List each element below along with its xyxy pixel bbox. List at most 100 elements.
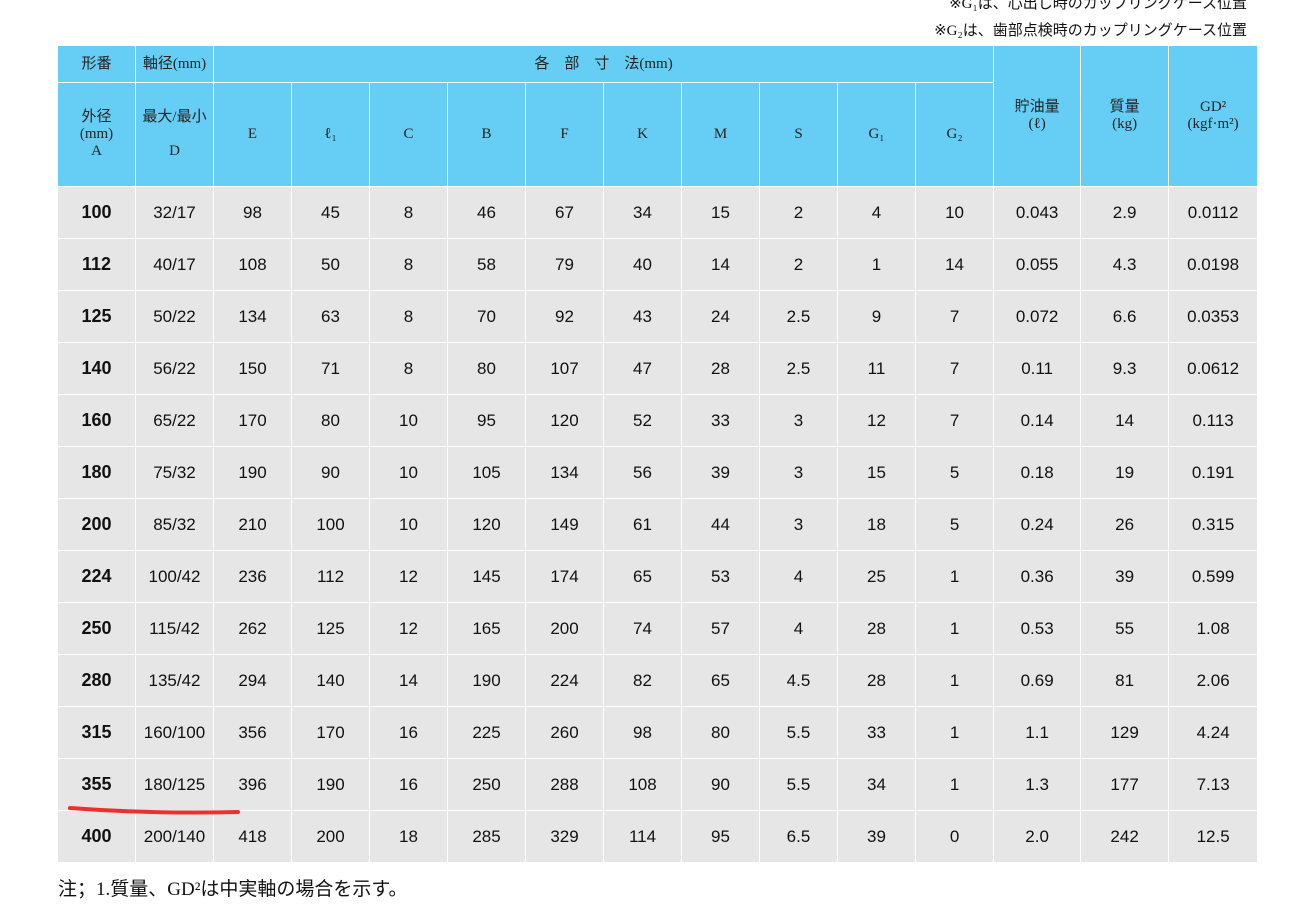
table-cell: 160/100 (135, 706, 214, 759)
table-cell: 0.0112 (1168, 186, 1259, 239)
table-cell: 47 (603, 342, 682, 395)
model-cell: 315 (57, 706, 136, 759)
table-cell: 0.315 (1168, 498, 1259, 551)
header-cell: GD² (kgf·m²) (1168, 45, 1259, 187)
table-cell: 2.0 (993, 810, 1082, 863)
table-cell: 80 (681, 706, 760, 759)
header-cell: G₂ (914, 82, 995, 187)
table-cell: 0.53 (993, 602, 1082, 655)
table-cell: 18 (369, 810, 448, 863)
table-cell: 4.24 (1168, 706, 1259, 759)
table-cell: 63 (291, 290, 370, 343)
header-cell: B (447, 82, 526, 187)
table-cell: 190 (291, 758, 370, 811)
table-cell: 8 (369, 238, 448, 291)
model-cell: 112 (57, 238, 136, 291)
table-cell: 129 (1080, 706, 1170, 759)
table-cell: 135/42 (135, 654, 214, 707)
table-cell: 82 (603, 654, 682, 707)
table-cell: 224 (525, 654, 604, 707)
header-cell: K (603, 82, 682, 187)
table-cell: 58 (447, 238, 526, 291)
table-cell: 28 (837, 602, 916, 655)
table-cell: 7 (914, 290, 995, 343)
table-cell: 0.0612 (1168, 342, 1259, 395)
table-cell: 100/42 (135, 550, 214, 603)
table-header: 形番 軸径(mm) 各 部 寸 法(mm) 貯油量 (ℓ) 質量 (kg) GD² (kg… (57, 45, 1259, 187)
model-cell: 160 (57, 394, 136, 447)
table-row: 280 135/42 294 140 14 190 224 82 65 4.5 28 1 0.69 81 2… (57, 654, 1259, 707)
model-cell: 224 (57, 550, 136, 603)
table-cell: 0.14 (993, 394, 1082, 447)
table-cell: 0.191 (1168, 446, 1259, 499)
table-cell: 210 (213, 498, 292, 551)
table-cell: 285 (447, 810, 526, 863)
table-row: 180 75/32 190 90 10 105 134 56 39 3 15 5 0.18 19 0.191 (57, 446, 1259, 499)
table-cell: 1 (837, 238, 916, 291)
table-cell: 225 (447, 706, 526, 759)
table-cell: 33 (681, 394, 760, 447)
table-cell: 294 (213, 654, 292, 707)
table-cell: 55 (1080, 602, 1170, 655)
table-body: 100 32/17 98 45 8 46 67 34 15 2 4 10 0.043 2.9 0.0112 1… (57, 186, 1259, 863)
model-cell: 180 (57, 446, 136, 499)
table-cell: 85/32 (135, 498, 214, 551)
header-cell: S (759, 82, 838, 187)
table-cell: 11 (837, 342, 916, 395)
table-cell: 3 (759, 498, 838, 551)
table-cell: 4.3 (1080, 238, 1170, 291)
table-row: 250 115/42 262 125 12 165 200 74 57 4 28 1 0.53 55 1.0… (57, 602, 1259, 655)
table-cell: 1 (914, 758, 995, 811)
table-cell: 1.1 (993, 706, 1082, 759)
table-cell: 1 (914, 550, 995, 603)
table-cell: 95 (681, 810, 760, 863)
table-cell: 10 (369, 498, 448, 551)
table-cell: 0.055 (993, 238, 1082, 291)
table-cell: 12 (369, 550, 448, 603)
table-cell: 250 (447, 758, 526, 811)
table-cell: 74 (603, 602, 682, 655)
table-cell: 16 (369, 706, 448, 759)
table-cell: 0.113 (1168, 394, 1259, 447)
header-cell: 軸径(mm) (135, 45, 214, 83)
table-cell: 396 (213, 758, 292, 811)
table-row: 125 50/22 134 63 8 70 92 43 24 2.5 9 7 0.072 6.6 0.035… (57, 290, 1259, 343)
header-cell: 外径 (mm) A (57, 82, 136, 187)
table-cell: 242 (1080, 810, 1170, 863)
table-cell: 56 (603, 446, 682, 499)
table-cell: 149 (525, 498, 604, 551)
table-cell: 14 (369, 654, 448, 707)
table-cell: 200 (525, 602, 604, 655)
header-cell: 各 部 寸 法(mm) (212, 45, 995, 83)
table-cell: 28 (837, 654, 916, 707)
header-cell: E (213, 82, 292, 187)
table-cell: 50/22 (135, 290, 214, 343)
table-cell: 92 (525, 290, 604, 343)
table-cell: 418 (213, 810, 292, 863)
model-cell: 125 (57, 290, 136, 343)
table-cell: 3 (759, 394, 838, 447)
table-cell: 12 (369, 602, 448, 655)
table-cell: 15 (681, 186, 760, 239)
table-cell: 65 (603, 550, 682, 603)
table-cell: 28 (681, 342, 760, 395)
model-cell: 250 (57, 602, 136, 655)
table-cell: 12 (837, 394, 916, 447)
table-cell: 14 (681, 238, 760, 291)
table-cell: 24 (681, 290, 760, 343)
model-cell: 400 (57, 810, 136, 863)
table-cell: 5 (914, 446, 995, 499)
table-cell: 7.13 (1168, 758, 1259, 811)
table-cell: 4.5 (759, 654, 838, 707)
table-cell: 56/22 (135, 342, 214, 395)
table-cell: 71 (291, 342, 370, 395)
table-cell: 57 (681, 602, 760, 655)
table-cell: 115/42 (135, 602, 214, 655)
table-cell: 39 (681, 446, 760, 499)
table-cell: 9 (837, 290, 916, 343)
table-cell: 8 (369, 186, 448, 239)
header-cell: 貯油量 (ℓ) (993, 45, 1082, 187)
model-cell: 200 (57, 498, 136, 551)
table-cell: 190 (213, 446, 292, 499)
